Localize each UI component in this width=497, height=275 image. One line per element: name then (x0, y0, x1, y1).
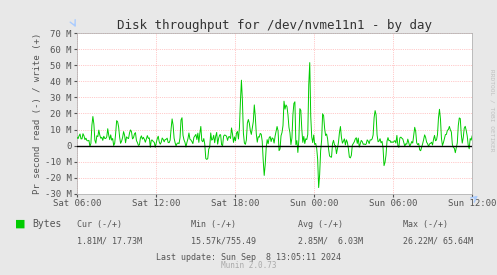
Text: Cur (-/+): Cur (-/+) (77, 220, 122, 229)
Title: Disk throughput for /dev/nvme11n1 - by day: Disk throughput for /dev/nvme11n1 - by d… (117, 19, 432, 32)
Text: Last update: Sun Sep  8 13:05:11 2024: Last update: Sun Sep 8 13:05:11 2024 (156, 253, 341, 262)
Text: Max (-/+): Max (-/+) (403, 220, 448, 229)
Text: 26.22M/ 65.64M: 26.22M/ 65.64M (403, 236, 473, 245)
Text: RRDTOOL / TOBI OETIKER: RRDTOOL / TOBI OETIKER (490, 69, 495, 151)
Text: ■: ■ (15, 219, 25, 229)
Y-axis label: Pr second read (-) / write (+): Pr second read (-) / write (+) (33, 33, 42, 194)
Text: 1.81M/ 17.73M: 1.81M/ 17.73M (77, 236, 142, 245)
Text: Avg (-/+): Avg (-/+) (298, 220, 343, 229)
Text: Bytes: Bytes (32, 219, 62, 229)
Text: Min (-/+): Min (-/+) (191, 220, 237, 229)
Text: 2.85M/  6.03M: 2.85M/ 6.03M (298, 236, 363, 245)
Text: 15.57k/755.49: 15.57k/755.49 (191, 236, 256, 245)
Text: Munin 2.0.73: Munin 2.0.73 (221, 261, 276, 270)
